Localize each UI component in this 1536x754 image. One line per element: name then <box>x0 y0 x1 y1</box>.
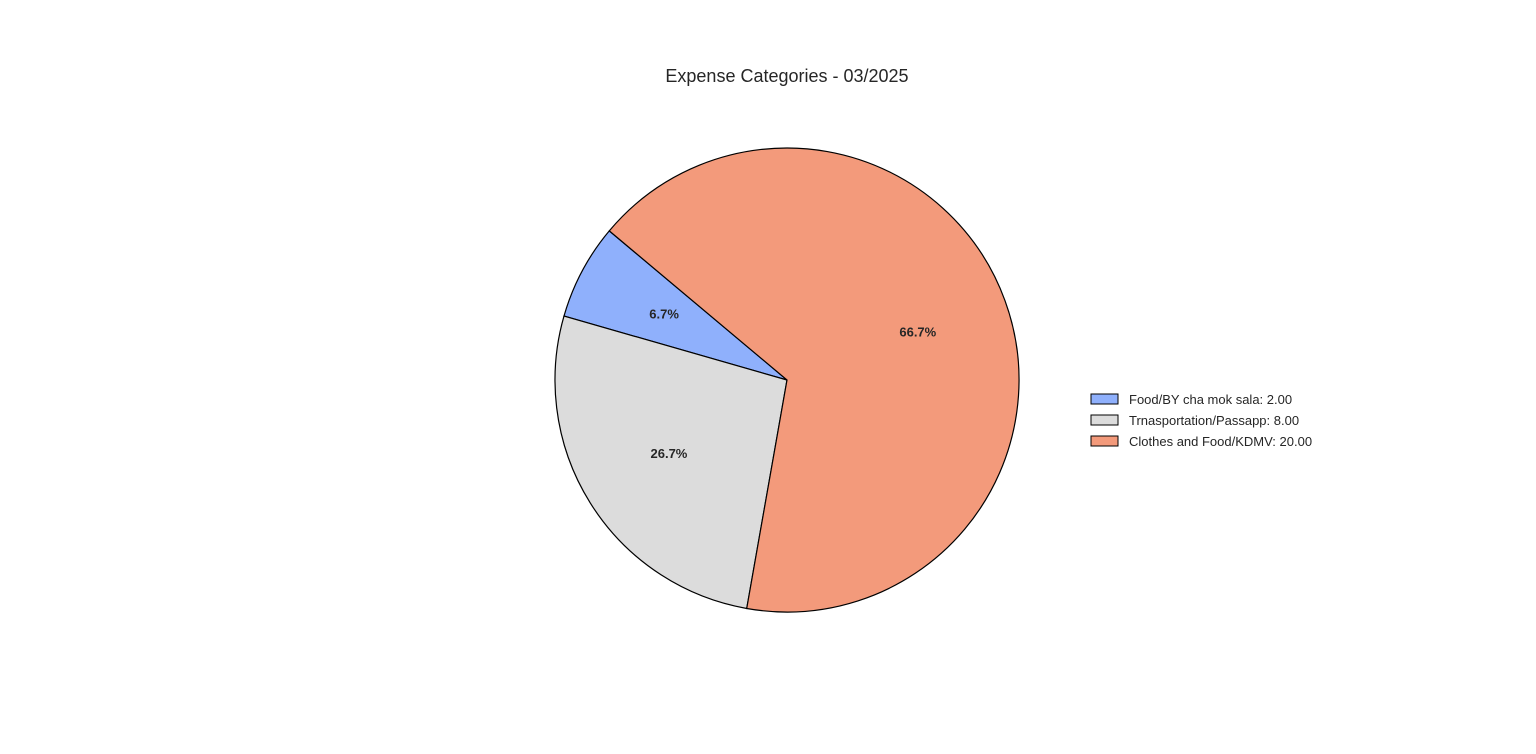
pie-slice-pct-label-3: 66.7% <box>899 324 936 339</box>
legend-label-2: Trnasportation/Passapp: 8.00 <box>1129 413 1299 428</box>
pie-slice-labels: 6.7% 26.7% 66.7% <box>649 307 936 461</box>
pie-slice-2 <box>554 315 788 610</box>
chart-title: Expense Categories - 03/2025 <box>665 66 908 86</box>
pie-slice-pct-label-2: 26.7% <box>651 446 688 461</box>
legend-label-1: Food/BY cha mok sala: 2.00 <box>1129 392 1292 407</box>
legend-label-3: Clothes and Food/KDMV: 20.00 <box>1129 434 1312 449</box>
pie-slice-3 <box>608 147 1020 613</box>
pie-slice-pct-label-1: 6.7% <box>649 307 679 322</box>
legend-swatch-3 <box>1090 435 1119 447</box>
legend-swatch-1 <box>1090 393 1119 405</box>
pie-slices <box>554 147 1020 613</box>
legend: Food/BY cha mok sala: 2.00 Trnasportation… <box>1090 392 1312 449</box>
legend-swatch-2 <box>1090 414 1119 426</box>
